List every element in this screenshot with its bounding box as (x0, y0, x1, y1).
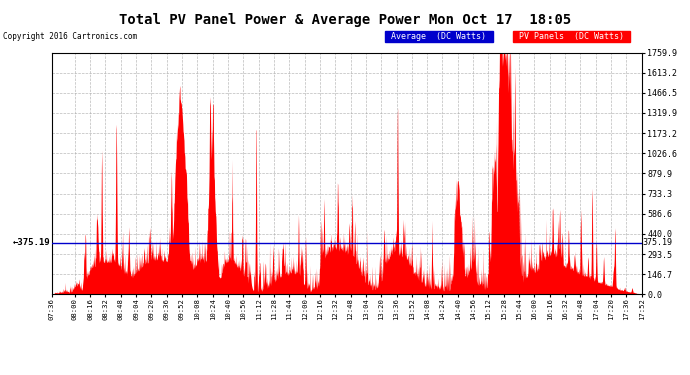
Text: 08:48: 08:48 (118, 298, 124, 320)
Text: 08:32: 08:32 (102, 298, 108, 320)
Text: 07:36: 07:36 (49, 298, 55, 320)
Text: 13:36: 13:36 (393, 298, 400, 320)
Text: 16:16: 16:16 (546, 298, 553, 320)
Text: 13:52: 13:52 (409, 298, 415, 320)
Text: 11:44: 11:44 (286, 298, 293, 320)
Text: 17:36: 17:36 (623, 298, 629, 320)
Text: 08:16: 08:16 (87, 298, 93, 320)
Text: 17:04: 17:04 (593, 298, 599, 320)
Text: Copyright 2016 Cartronics.com: Copyright 2016 Cartronics.com (3, 32, 137, 41)
Text: 12:00: 12:00 (302, 298, 308, 320)
Text: 375.19: 375.19 (642, 238, 672, 247)
Text: 10:56: 10:56 (240, 298, 246, 320)
Text: 17:52: 17:52 (639, 298, 644, 320)
Text: 14:40: 14:40 (455, 298, 461, 320)
Text: 15:28: 15:28 (501, 298, 506, 320)
Text: 12:16: 12:16 (317, 298, 323, 320)
Text: 14:56: 14:56 (470, 298, 476, 320)
Text: 15:44: 15:44 (516, 298, 522, 320)
Text: PV Panels  (DC Watts): PV Panels (DC Watts) (514, 32, 629, 41)
Text: Total PV Panel Power & Average Power Mon Oct 17  18:05: Total PV Panel Power & Average Power Mon… (119, 13, 571, 27)
Text: 10:08: 10:08 (195, 298, 200, 320)
Text: 11:12: 11:12 (255, 298, 262, 320)
Text: 14:08: 14:08 (424, 298, 430, 320)
Text: 15:12: 15:12 (486, 298, 491, 320)
Text: 10:40: 10:40 (225, 298, 231, 320)
Text: 16:48: 16:48 (578, 298, 584, 320)
Text: 14:24: 14:24 (440, 298, 446, 320)
Text: 13:04: 13:04 (363, 298, 369, 320)
Text: 17:20: 17:20 (608, 298, 614, 320)
Text: 09:36: 09:36 (164, 298, 170, 320)
Text: 10:24: 10:24 (210, 298, 216, 320)
Text: ←375.19: ←375.19 (12, 238, 50, 247)
Text: 12:48: 12:48 (348, 298, 353, 320)
Text: 08:00: 08:00 (72, 298, 78, 320)
Text: 09:52: 09:52 (179, 298, 185, 320)
Text: 11:28: 11:28 (271, 298, 277, 320)
Text: 16:32: 16:32 (562, 298, 568, 320)
Text: Average  (DC Watts): Average (DC Watts) (386, 32, 491, 41)
Text: 09:20: 09:20 (148, 298, 155, 320)
Text: 09:04: 09:04 (133, 298, 139, 320)
Text: 13:20: 13:20 (378, 298, 384, 320)
Text: 16:00: 16:00 (531, 298, 538, 320)
Text: 12:32: 12:32 (332, 298, 338, 320)
